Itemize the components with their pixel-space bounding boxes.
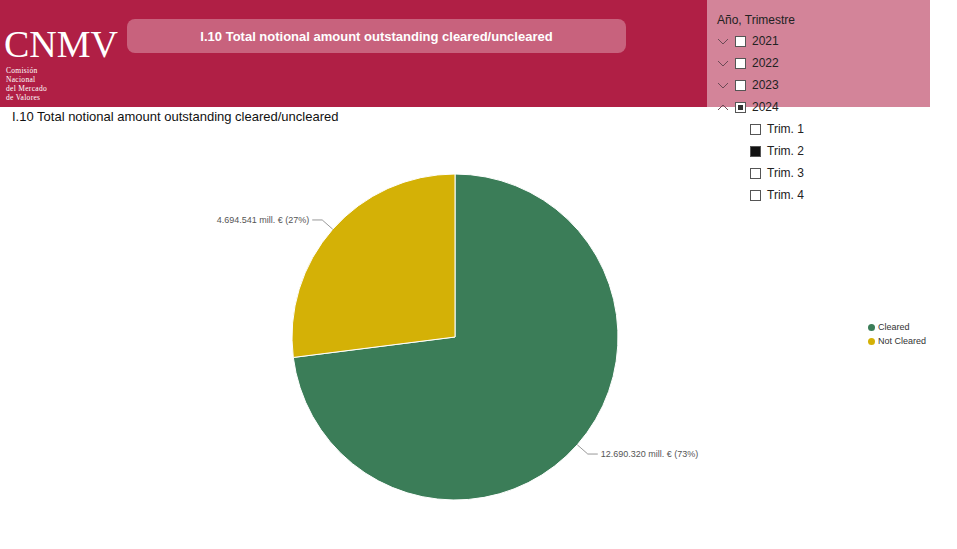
html-text:Trim. 1: Trim. 1: [767, 122, 804, 136]
html-text:Nacional: Nacional: [6, 75, 36, 84]
html-text:Comisión: Comisión: [6, 66, 38, 75]
html-text:Trim. 3: Trim. 3: [767, 166, 804, 180]
html-text:2021: 2021: [752, 34, 779, 48]
html-text:I.10 Total notional amount out: I.10 Total notional amount outstanding c…: [200, 28, 553, 44]
html-text:del Mercado: del Mercado: [6, 84, 47, 93]
html-text:Trim. 2: Trim. 2: [767, 144, 804, 158]
html-text:2022: 2022: [752, 56, 779, 70]
html-text:Año, Trimestre: Año, Trimestre: [717, 13, 795, 27]
html-text:CNMV: CNMV: [4, 23, 118, 65]
html-text:Trim. 4: Trim. 4: [767, 188, 804, 202]
html-text:de Valores: de Valores: [6, 93, 41, 102]
html-text:I.10 Total notional amount out: I.10 Total notional amount outstanding c…: [12, 109, 339, 124]
html-text:2024: 2024: [752, 100, 779, 114]
html-text:Cleared: Cleared: [878, 322, 910, 332]
html-text:2023: 2023: [752, 78, 779, 92]
html-text:Not Cleared: Not Cleared: [878, 336, 926, 346]
svg-text:4.694.541 mill. € (27%): 4.694.541 mill. € (27%): [217, 215, 310, 225]
svg-text:12.690.320 mill. € (73%): 12.690.320 mill. € (73%): [601, 449, 699, 459]
